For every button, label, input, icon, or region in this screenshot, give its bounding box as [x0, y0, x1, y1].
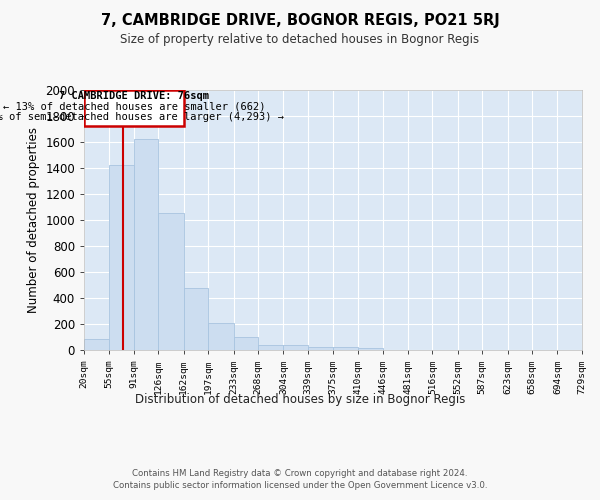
Bar: [109, 166, 134, 350]
Bar: [283, 346, 308, 350]
Text: 7, CAMBRIDGE DRIVE, BOGNOR REGIS, PO21 5RJ: 7, CAMBRIDGE DRIVE, BOGNOR REGIS, PO21 5…: [101, 12, 499, 28]
Y-axis label: Number of detached properties: Number of detached properties: [26, 127, 40, 313]
Bar: [233, 337, 258, 350]
Text: Size of property relative to detached houses in Bognor Regis: Size of property relative to detached ho…: [121, 32, 479, 46]
Text: 7 CAMBRIDGE DRIVE: 76sqm: 7 CAMBRIDGE DRIVE: 76sqm: [59, 91, 209, 101]
Bar: [358, 348, 383, 350]
Text: ← 13% of detached houses are smaller (662): ← 13% of detached houses are smaller (66…: [2, 102, 265, 112]
Text: Contains HM Land Registry data © Crown copyright and database right 2024.: Contains HM Land Registry data © Crown c…: [132, 469, 468, 478]
Bar: [84, 90, 184, 126]
Bar: [308, 347, 334, 350]
Text: Distribution of detached houses by size in Bognor Regis: Distribution of detached houses by size …: [135, 392, 465, 406]
Bar: [208, 324, 233, 350]
Text: Contains public sector information licensed under the Open Government Licence v3: Contains public sector information licen…: [113, 481, 487, 490]
Bar: [334, 348, 358, 350]
Bar: [184, 288, 208, 350]
Bar: [84, 339, 109, 350]
Bar: [158, 214, 184, 350]
Bar: [258, 344, 283, 350]
Bar: [134, 140, 158, 350]
Text: 86% of semi-detached houses are larger (4,293) →: 86% of semi-detached houses are larger (…: [0, 112, 284, 122]
